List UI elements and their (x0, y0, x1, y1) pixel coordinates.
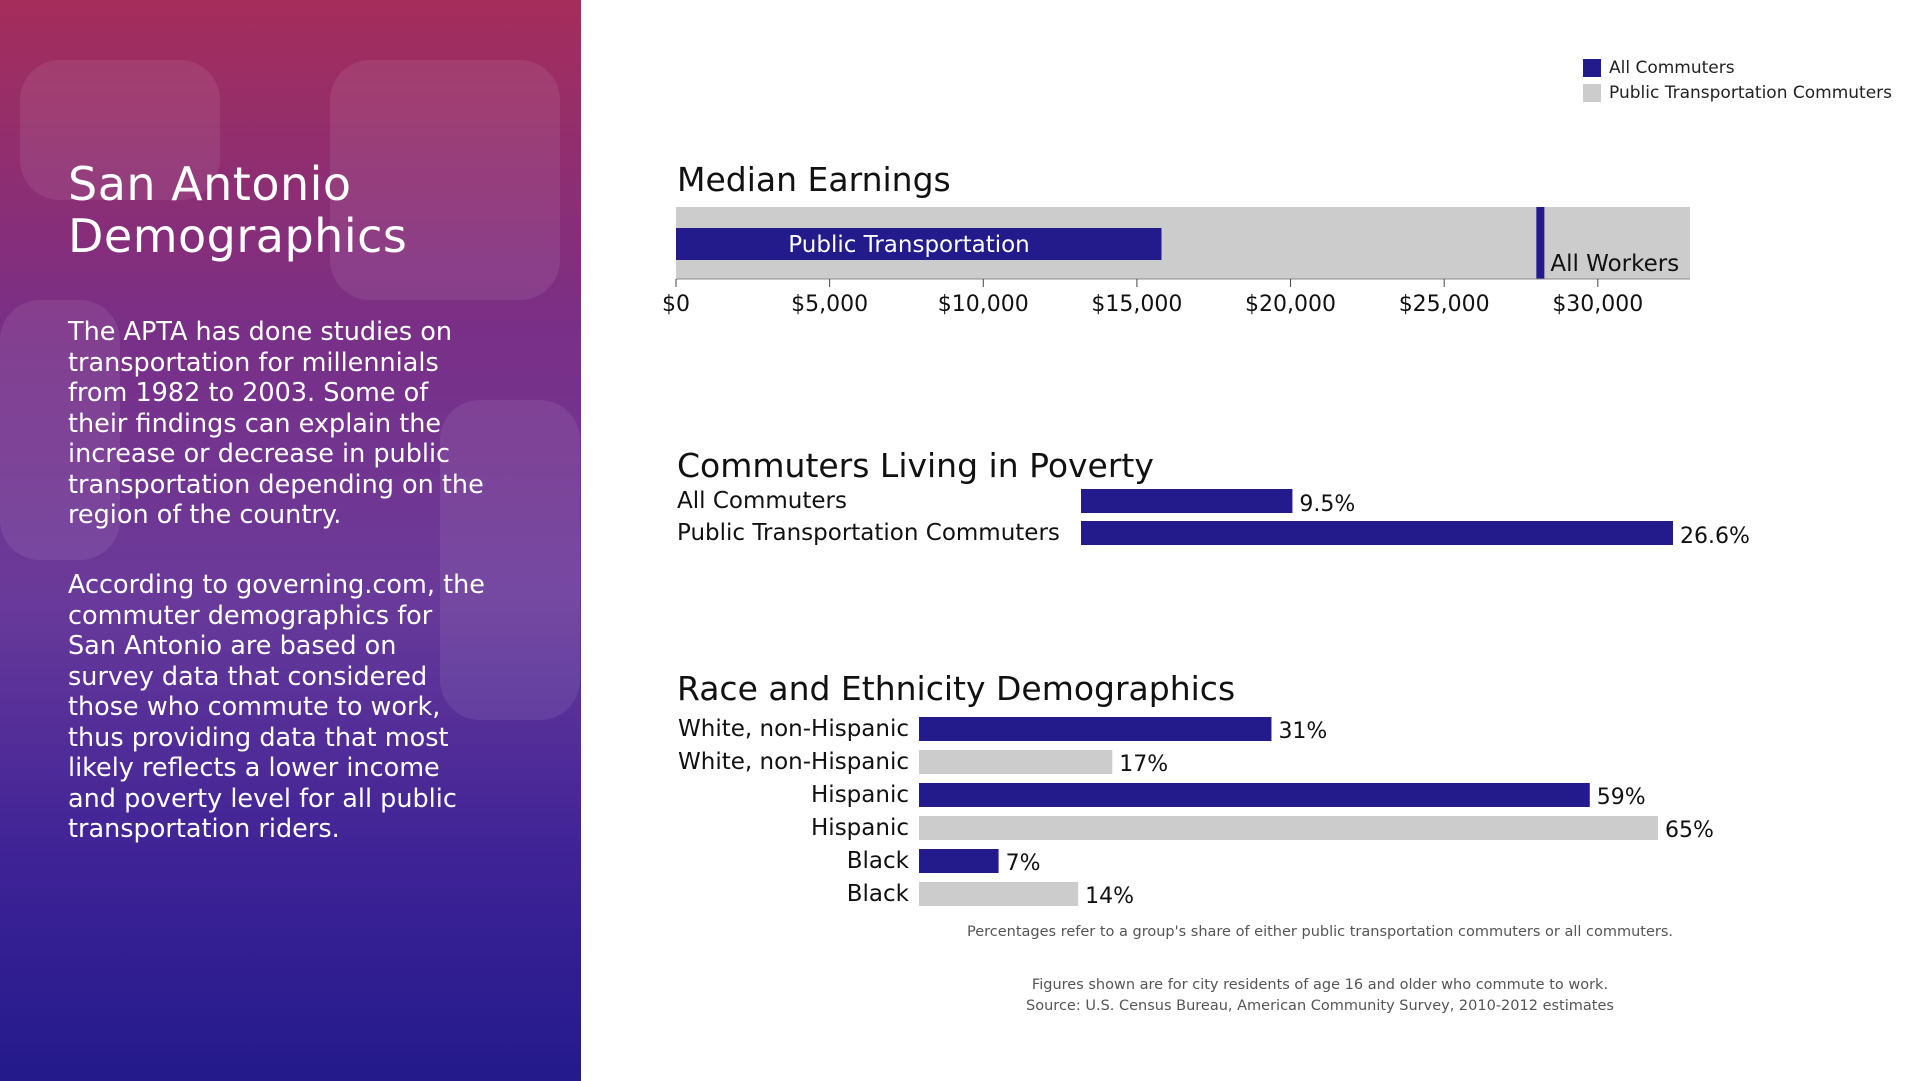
race-chart-title: Race and Ethnicity Demographics (677, 669, 1236, 708)
legend-item-all-commuters: All Commuters (1583, 55, 1892, 80)
poverty-value-label: 9.5% (1299, 492, 1355, 517)
race-value-label: 65% (1665, 818, 1714, 843)
poverty-bar (1081, 489, 1293, 513)
legend-label: Public Transportation Commuters (1609, 82, 1893, 103)
earnings-bar-public-transportation (676, 228, 1162, 260)
title-line-1: San Antonio (68, 157, 352, 211)
background-blur (330, 60, 560, 300)
race-value-label: 7% (1006, 851, 1041, 876)
earnings-bar-label-public-transportation: Public Transportation (788, 232, 1029, 258)
race-value-label: 14% (1085, 884, 1134, 909)
race-value-label: 59% (1597, 785, 1646, 810)
title-line-2: Demographics (68, 209, 408, 263)
earnings-tick-label: $30,000 (1552, 292, 1643, 317)
poverty-category-label: All Commuters (677, 488, 847, 514)
poverty-chart-title: Commuters Living in Poverty (677, 446, 1154, 485)
race-bar (919, 816, 1658, 840)
race-bar (919, 849, 999, 873)
earnings-label-all-workers: All Workers (1550, 251, 1679, 277)
background-blur (0, 300, 120, 560)
race-category-label: White, non-Hispanic (678, 749, 909, 775)
earnings-tick-label: $20,000 (1245, 292, 1336, 317)
earnings-marker-all-workers (1536, 207, 1545, 279)
page-title: San Antonio Demographics (68, 158, 548, 262)
race-category-label: Black (847, 848, 910, 874)
left-panel: San Antonio Demographics The APTA has do… (0, 0, 581, 1081)
earnings-tick-label: $10,000 (938, 292, 1029, 317)
source-note-line-2: Source: U.S. Census Bureau, American Com… (1026, 998, 1614, 1014)
poverty-bar (1081, 521, 1673, 545)
legend-swatch (1583, 83, 1601, 102)
earnings-tick-label: $15,000 (1091, 292, 1182, 317)
race-bar (919, 717, 1272, 741)
background-blur (440, 400, 580, 720)
race-bar (919, 882, 1079, 906)
background-blur (20, 60, 220, 200)
intro-paragraph: The APTA has done studies on transportat… (68, 317, 484, 530)
earnings-tick-label: $25,000 (1399, 292, 1490, 317)
poverty-value-label: 26.6% (1680, 524, 1750, 549)
legend-item-public-transportation: Public Transportation Commuters (1583, 80, 1892, 105)
race-category-label: Hispanic (811, 815, 909, 841)
earnings-chart-title: Median Earnings (677, 160, 951, 199)
legend-swatch (1583, 58, 1601, 77)
legend: All Commuters Public Transportation Comm… (1583, 55, 1892, 105)
race-category-label: Black (847, 881, 910, 907)
poverty-category-label: Public Transportation Commuters (677, 520, 1060, 546)
percentage-note: Percentages refer to a group's share of … (966, 924, 1674, 940)
race-category-label: White, non-Hispanic (678, 716, 909, 742)
race-category-label: Hispanic (811, 782, 909, 808)
source-paragraph: According to governing.com, the commuter… (68, 570, 485, 844)
race-value-label: 31% (1278, 719, 1327, 744)
legend-label: All Commuters (1609, 57, 1735, 78)
race-bar (919, 750, 1113, 774)
source-note: Figures shown are for city residents of … (940, 975, 1700, 1017)
race-bar (919, 783, 1590, 807)
earnings-tick-label: $5,000 (791, 292, 868, 317)
source-note-line-1: Figures shown are for city residents of … (1031, 977, 1609, 993)
race-value-label: 17% (1119, 752, 1168, 777)
earnings-tick-label: $0 (662, 292, 690, 317)
